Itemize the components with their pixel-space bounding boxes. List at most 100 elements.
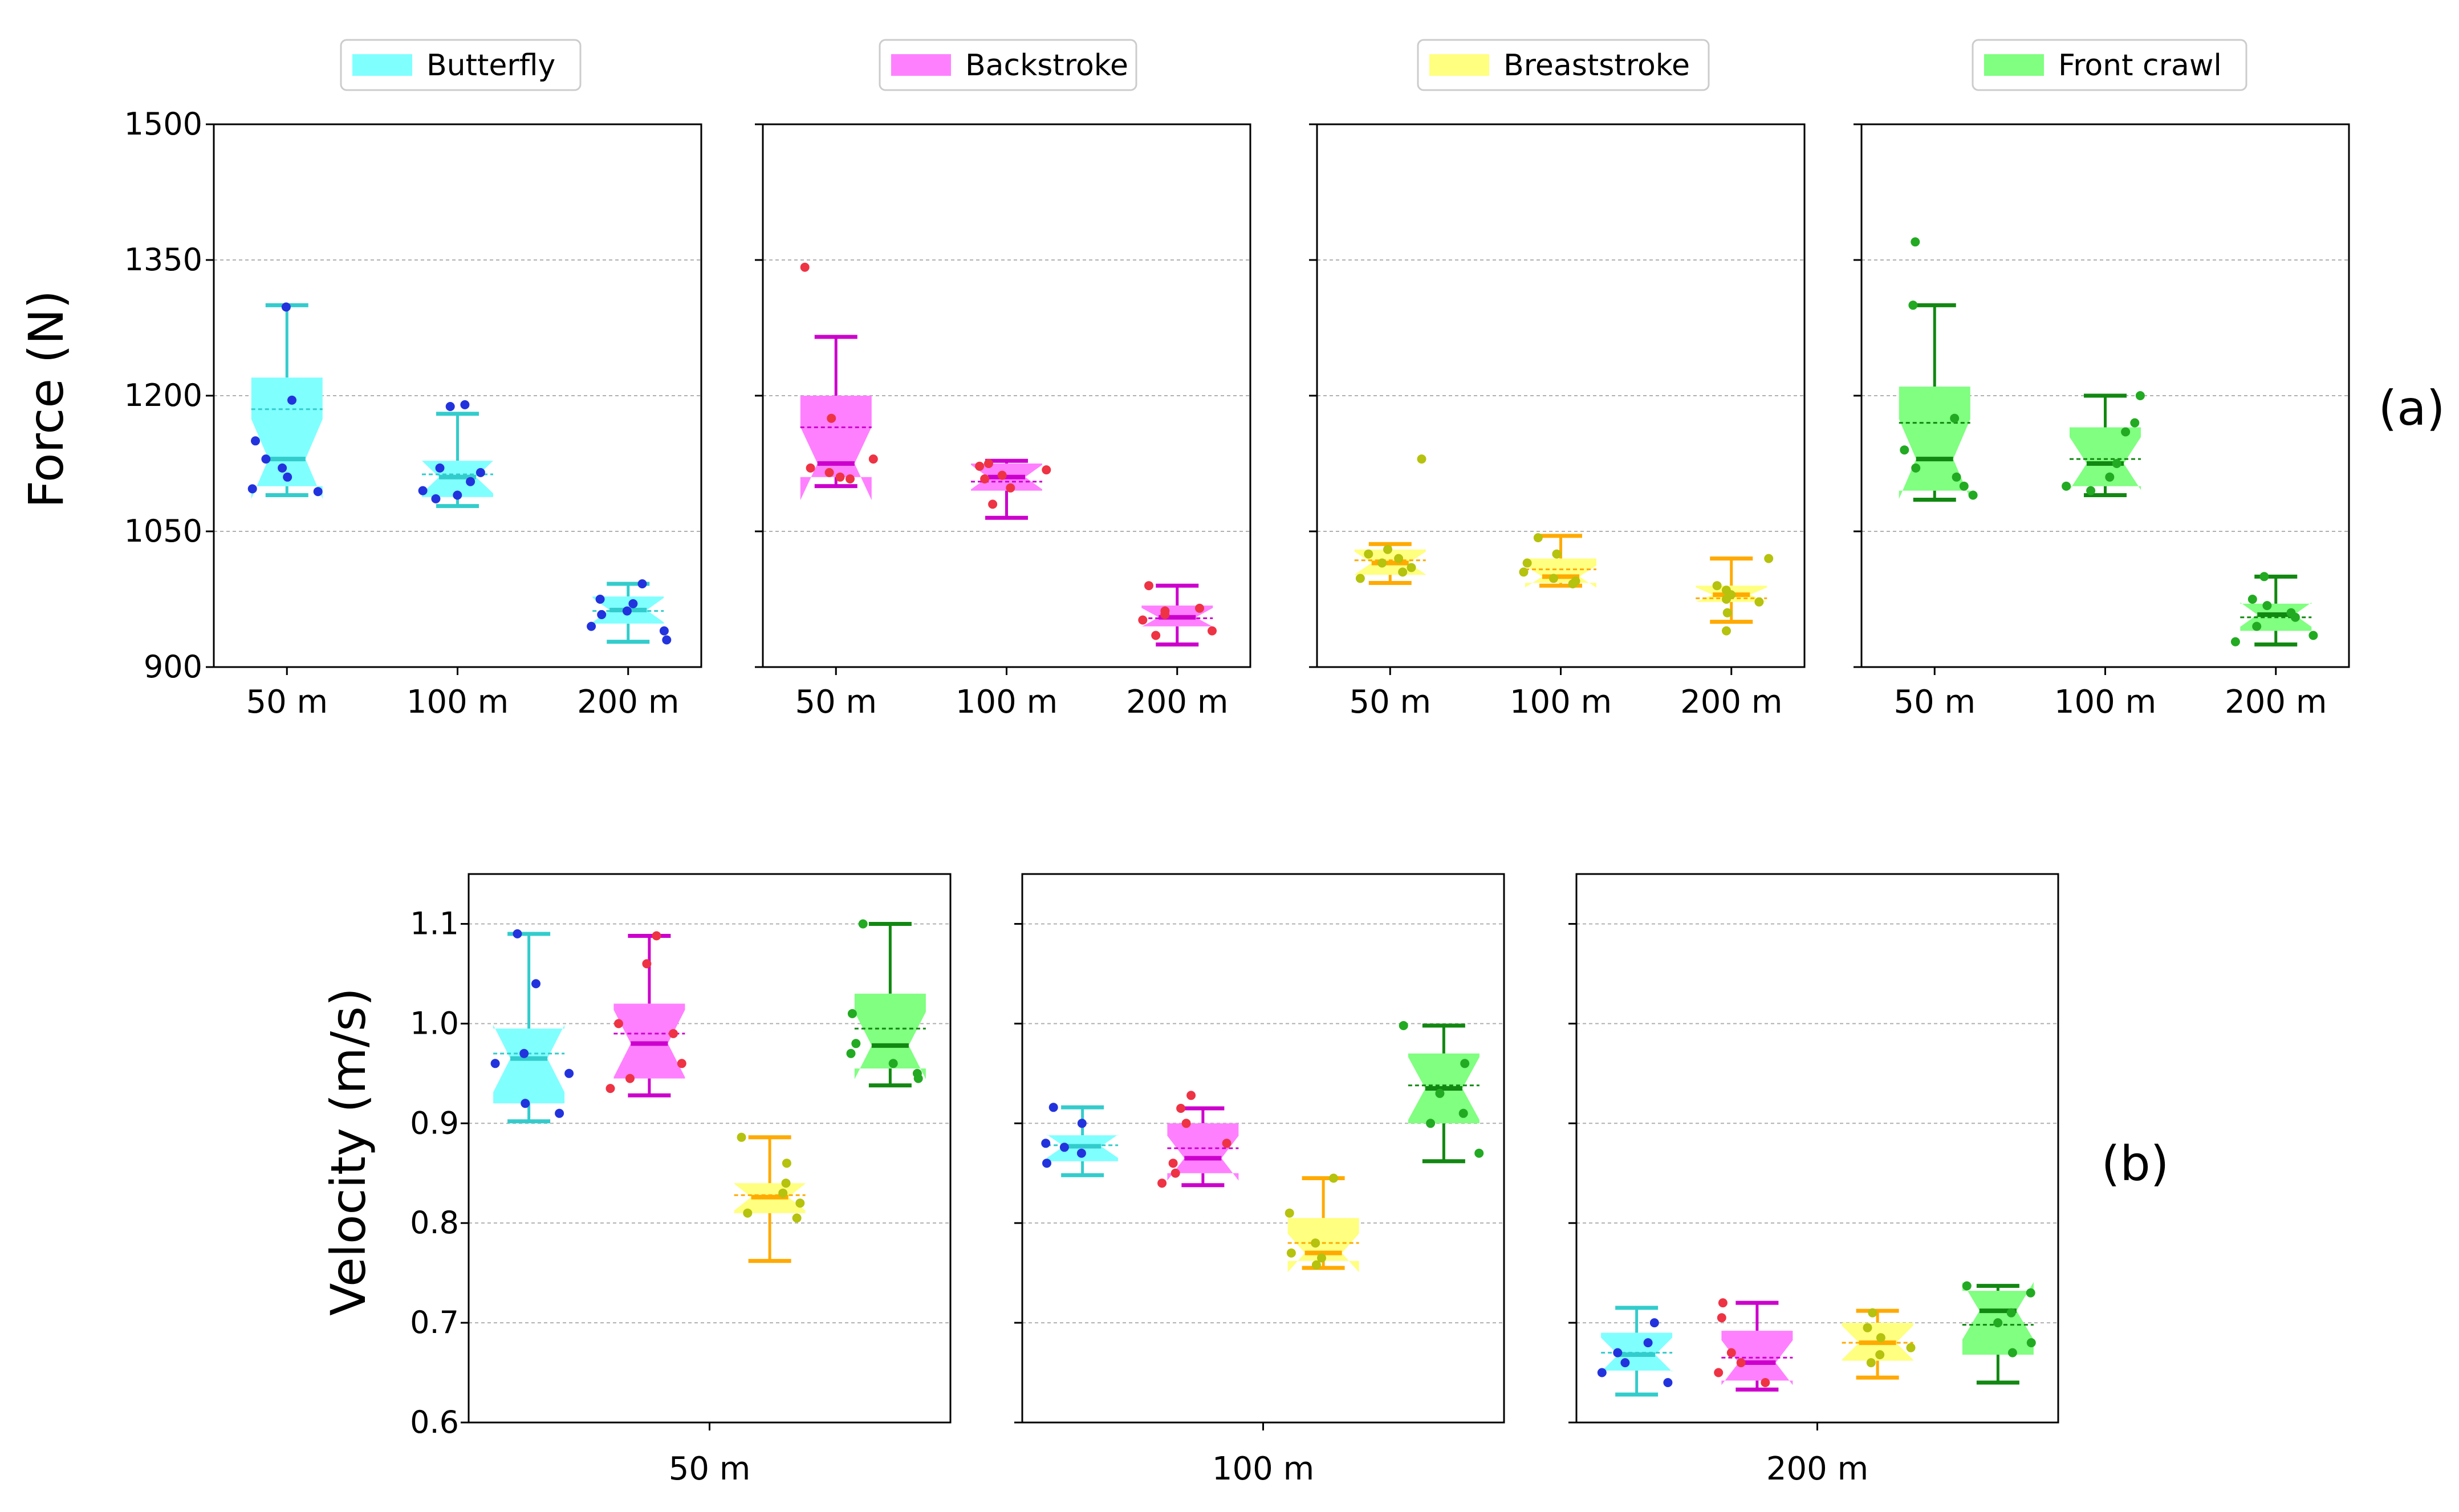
- force-backstroke-1-point-6: [988, 499, 998, 509]
- force-backstroke-0-point-0: [800, 262, 810, 272]
- force-front-crawl-2-point-2: [2262, 601, 2272, 611]
- velocity-breaststroke-0-point-2: [781, 1178, 791, 1188]
- legend-frame-1: [879, 39, 1137, 91]
- velocity-backstroke-1-point-2: [1181, 1119, 1191, 1128]
- velocity-backstroke-0-point-1: [642, 959, 652, 969]
- force-axes-frame-3: [1860, 123, 2350, 668]
- velocity-front-crawl-0-point-3: [846, 1048, 856, 1058]
- legend-swatch-3: [1984, 54, 2044, 76]
- panel-b-label: (b): [2102, 1136, 2169, 1192]
- velocity-butterfly-1-point-1: [1077, 1119, 1087, 1128]
- force-backstroke-1-point-5: [1006, 483, 1015, 493]
- velocity-breaststroke-2-point-5: [1866, 1358, 1876, 1368]
- force-backstroke-1-point-4: [980, 474, 990, 483]
- force-butterfly-0-point-7: [313, 487, 323, 497]
- force-butterfly-2-point-6: [659, 626, 669, 636]
- velocity-breaststroke-0-point-0: [737, 1132, 746, 1142]
- force-xtick-label-1: 100 m: [1510, 684, 1612, 721]
- velocity-butterfly-1-point-5: [1042, 1159, 1051, 1168]
- velocity-butterfly-0-point-1: [531, 979, 540, 989]
- velocity-breaststroke-2-point-3: [1906, 1343, 1916, 1352]
- velocity-front-crawl-2-point-2: [2006, 1308, 2016, 1318]
- velocity-breaststroke-2-point-1: [1863, 1323, 1872, 1332]
- force-xtick-label-2: 200 m: [2225, 684, 2327, 721]
- force-backstroke-0-box: [800, 396, 872, 501]
- force-front-crawl-0-point-0: [1911, 237, 1920, 247]
- velocity-panel-group: 50 m 100 m 200 m 0.6 0.7 0.8 0.9 1.0 1.1 Velocity…: [320, 873, 2169, 1487]
- force-breaststroke-0-point-0: [1417, 454, 1426, 464]
- force-backstroke-0-point-3: [806, 463, 815, 473]
- force-breaststroke-2-point-5: [1754, 597, 1764, 607]
- force-xtick-label-0: 50 m: [1893, 684, 1976, 721]
- force-butterfly-1-point-0: [460, 400, 470, 409]
- velocity-butterfly-0-point-4: [564, 1068, 574, 1078]
- velocity-butterfly-1-point-4: [1076, 1148, 1086, 1158]
- velocity-butterfly-1-point-2: [1041, 1139, 1051, 1148]
- velocity-front-crawl-1-point-4: [1426, 1119, 1436, 1128]
- force-breaststroke-2-point-4: [1722, 595, 1731, 604]
- force-backstroke-0-point-2: [868, 454, 878, 464]
- velocity-breaststroke-0-point-5: [743, 1208, 753, 1218]
- force-xtick-label-1: 100 m: [2054, 684, 2156, 721]
- velocity-xtick-label-0: 50 m: [669, 1450, 751, 1487]
- force-y-axis-label: Force (N): [18, 290, 74, 508]
- force-backstroke-1-point-3: [997, 470, 1007, 480]
- force-panel-group: 50 m 100 m 200 m Butterfly 50 m 100 m 200 m Bac…: [18, 39, 2445, 721]
- velocity-backstroke-0-point-5: [625, 1074, 635, 1083]
- velocity-ytick-label-3: 0.9: [410, 1105, 459, 1141]
- force-butterfly-1-point-3: [475, 468, 485, 477]
- velocity-front-crawl-1-point-1: [1460, 1059, 1470, 1068]
- force-ytick-label-4: 1500: [124, 106, 202, 142]
- velocity-backstroke-2-point-2: [1726, 1348, 1736, 1357]
- force-front-crawl-0-point-4: [1911, 463, 1921, 473]
- force-butterfly-1-point-1: [445, 402, 455, 411]
- force-breaststroke-2-point-6: [1722, 608, 1732, 617]
- force-front-crawl-1-point-4: [2105, 472, 2115, 482]
- force-front-crawl-0-point-3: [1900, 445, 1909, 455]
- legend-label-3: Front crawl: [2058, 48, 2222, 83]
- velocity-butterfly-0-point-0: [513, 929, 522, 938]
- velocity-backstroke-0-point-6: [605, 1084, 615, 1094]
- force-breaststroke-0-point-6: [1398, 567, 1408, 577]
- velocity-front-crawl-2-point-5: [2007, 1348, 2017, 1357]
- force-ytick-label-1: 1050: [124, 513, 202, 549]
- force-breaststroke-0-point-2: [1364, 549, 1373, 559]
- velocity-xtick-label-1: 100 m: [1212, 1450, 1314, 1487]
- legend-front-crawl: Front crawl: [1972, 39, 2247, 91]
- force-butterfly-0-point-0: [281, 302, 291, 312]
- legend-butterfly: Butterfly: [340, 39, 582, 91]
- force-breaststroke-1-point-1: [1552, 549, 1562, 559]
- force-butterfly-0-box: [251, 377, 323, 499]
- velocity-breaststroke-1-point-3: [1286, 1248, 1296, 1258]
- velocity-butterfly-1-point-0: [1048, 1103, 1058, 1112]
- velocity-front-crawl-0-point-6: [913, 1074, 923, 1083]
- legend-frame-0: [340, 39, 582, 91]
- force-front-crawl-0-point-7: [1968, 490, 1978, 500]
- force-butterfly-0-point-5: [283, 472, 292, 482]
- force-breaststroke-1-point-6: [1568, 579, 1578, 588]
- force-front-crawl-2-point-1: [2247, 595, 2257, 604]
- velocity-backstroke-0-box: [613, 1003, 685, 1079]
- force-breaststroke-2-point-7: [1722, 626, 1731, 636]
- force-butterfly-1-point-5: [418, 486, 428, 495]
- force-front-crawl-0-point-6: [1959, 481, 1969, 491]
- velocity-butterfly-2-point-4: [1597, 1368, 1607, 1377]
- force-ytick-label-3: 1350: [124, 242, 202, 278]
- legend-breaststroke: Breaststroke: [1417, 39, 1710, 91]
- force-butterfly-1-point-7: [431, 494, 441, 503]
- legend-label-1: Backstroke: [965, 48, 1128, 83]
- force-xtick-label-2: 200 m: [1126, 684, 1228, 721]
- legend-frame-2: [1417, 39, 1710, 91]
- force-breaststroke-2-point-1: [1712, 581, 1722, 591]
- velocity-front-crawl-0-box: [854, 993, 926, 1079]
- velocity-breaststroke-2-point-2: [1876, 1333, 1885, 1343]
- velocity-breaststroke-1-point-4: [1317, 1253, 1326, 1263]
- velocity-butterfly-2-point-2: [1613, 1348, 1623, 1357]
- velocity-ytick-label-1: 0.7: [410, 1304, 459, 1340]
- velocity-butterfly-0-point-5: [521, 1099, 530, 1108]
- velocity-breaststroke-1-point-5: [1311, 1260, 1321, 1270]
- legend-label-2: Breaststroke: [1503, 48, 1690, 83]
- force-front-crawl-1-point-0: [2135, 391, 2145, 400]
- force-xtick-label-0: 50 m: [795, 684, 877, 721]
- force-front-crawl-2-point-6: [2308, 631, 2318, 640]
